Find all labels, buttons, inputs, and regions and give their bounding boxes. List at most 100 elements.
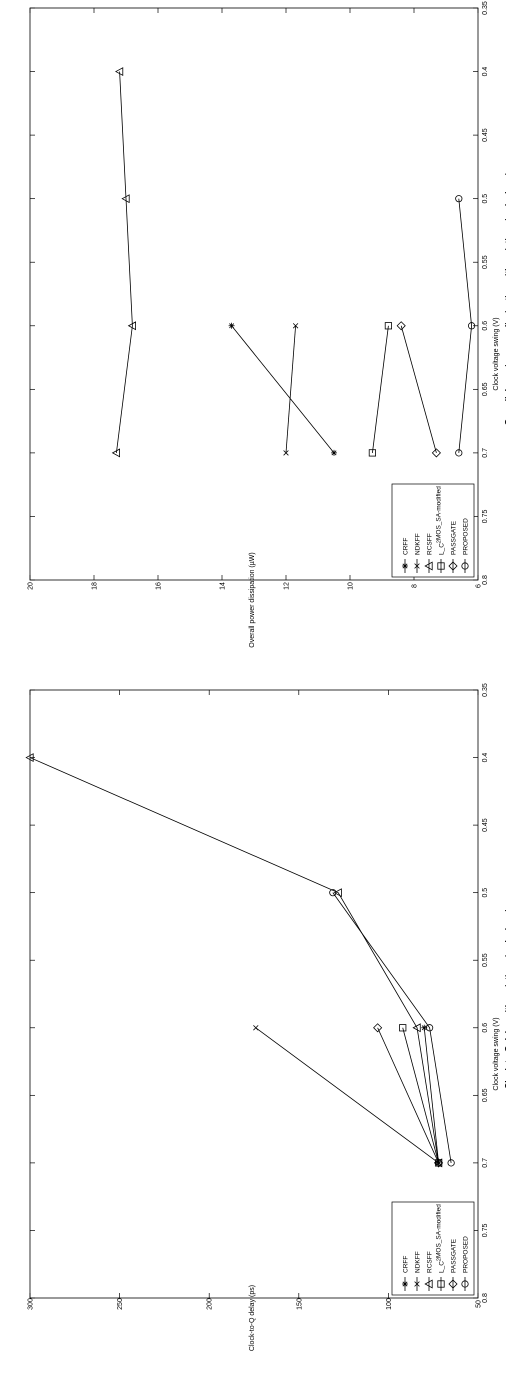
data-point-marker bbox=[111, 448, 120, 458]
legend-box bbox=[391, 483, 475, 578]
chart-title: Clock-to-Q delay with variations in cloc… bbox=[503, 899, 506, 1089]
y-tick-label: 10 bbox=[348, 582, 355, 590]
series-proposed bbox=[329, 889, 455, 1167]
series-rcsff bbox=[111, 67, 137, 458]
x-tick-label: 0.45 bbox=[482, 128, 489, 142]
y-axis-label: Overall power dissipation (µW) bbox=[249, 552, 256, 647]
series-line bbox=[29, 757, 439, 1163]
legend-item: NDKFF bbox=[414, 1251, 422, 1291]
x-tick-label: 0.55 bbox=[482, 255, 489, 269]
legend-marker bbox=[437, 1280, 445, 1288]
legend-label: RCSFF bbox=[427, 1251, 434, 1273]
x-tick-label: 0.5 bbox=[482, 194, 489, 204]
y-tick-label: 200 bbox=[207, 1298, 214, 1310]
x-tick-label: 0.75 bbox=[482, 510, 489, 524]
y-tick-label: 6 bbox=[476, 584, 483, 588]
legend-label: RCSFF bbox=[427, 533, 434, 555]
y-tick-label: 18 bbox=[92, 582, 99, 590]
x-tick-label: 0.35 bbox=[482, 683, 489, 697]
series-l-c-mos-sa-modified bbox=[368, 322, 393, 457]
legend-marker bbox=[448, 561, 458, 571]
x-tick-label: 0.4 bbox=[482, 753, 489, 763]
x-tick-label: 0.75 bbox=[482, 1224, 489, 1238]
series-passgate bbox=[396, 321, 441, 458]
series-ndkff bbox=[253, 1025, 442, 1166]
series-line bbox=[332, 892, 452, 1163]
y-tick-label: 100 bbox=[386, 1298, 393, 1310]
x-tick-label: 0.6 bbox=[482, 321, 489, 331]
x-tick-label: 0.5 bbox=[482, 888, 489, 898]
data-point-marker bbox=[396, 321, 406, 331]
legend-item: L_C2MOS_SA-modified bbox=[436, 1204, 446, 1291]
x-tick-label: 0.65 bbox=[482, 382, 489, 396]
legend-marker bbox=[437, 562, 445, 570]
y-tick-label: 20 bbox=[28, 582, 35, 590]
legend-item: CRFF bbox=[402, 538, 410, 573]
series-line bbox=[377, 1027, 439, 1164]
data-point-marker bbox=[447, 1159, 455, 1167]
x-tick-label: 0.7 bbox=[482, 1158, 489, 1168]
series-line bbox=[231, 325, 335, 454]
legend: PROPOSED PASSGATE L_C2MOS_SA-modifiedRCSFF… bbox=[391, 1201, 475, 1296]
y-tick-label: 300 bbox=[28, 1298, 35, 1310]
legend-label: CRFF bbox=[403, 538, 410, 555]
data-point-marker bbox=[292, 323, 299, 329]
x-tick-label: 0.4 bbox=[482, 67, 489, 77]
legend-item: NDKFF bbox=[414, 533, 422, 573]
legend-label: PROPOSED bbox=[463, 1236, 470, 1273]
data-point-marker bbox=[435, 1159, 442, 1166]
legend-label: NDKFF bbox=[415, 1251, 422, 1273]
data-point-marker bbox=[421, 1024, 428, 1031]
legend-label: L_C2MOS_SA-modified bbox=[436, 486, 446, 555]
legend-marker bbox=[461, 1280, 469, 1288]
legend-marker bbox=[402, 1281, 408, 1287]
data-point-marker bbox=[399, 1024, 407, 1032]
legend-marker bbox=[402, 563, 408, 569]
series-proposed bbox=[455, 195, 476, 457]
legend-item: PASSGATE bbox=[448, 520, 458, 573]
x-tick-label: 0.8 bbox=[482, 575, 489, 585]
data-point-marker bbox=[114, 67, 124, 77]
data-point-marker bbox=[331, 449, 337, 456]
legend-label: PROPOSED bbox=[463, 518, 470, 555]
series-line bbox=[285, 325, 296, 453]
legend-marker bbox=[414, 563, 420, 569]
x-tick-label: 0.6 bbox=[482, 1023, 489, 1033]
legend-item: PROPOSED bbox=[461, 518, 470, 573]
series-line bbox=[400, 325, 437, 453]
axes-frame bbox=[29, 689, 479, 1299]
x-tick-label: 0.55 bbox=[482, 953, 489, 967]
legend-label: PASSGATE bbox=[451, 520, 458, 555]
series-line bbox=[458, 198, 473, 453]
y-tick-label: 250 bbox=[117, 1298, 124, 1310]
series-passgate bbox=[373, 1023, 444, 1168]
x-tick-label: 0.45 bbox=[482, 818, 489, 832]
y-tick-label: 16 bbox=[156, 582, 163, 590]
legend-label: NDKFF bbox=[415, 533, 422, 555]
legend-item: RCSFF bbox=[424, 533, 434, 573]
x-tick-label: 0.8 bbox=[482, 1293, 489, 1303]
data-point-marker bbox=[434, 1158, 444, 1168]
data-point-marker bbox=[384, 322, 393, 330]
y-tick-label: 50 bbox=[476, 1300, 483, 1308]
data-point-marker bbox=[412, 1023, 421, 1033]
legend-label: PASSGATE bbox=[451, 1238, 458, 1273]
series-line bbox=[402, 1027, 439, 1163]
x-axis-label: Clock voltage swing (V) bbox=[493, 317, 500, 390]
series-crff bbox=[228, 322, 337, 456]
legend-item: RCSFF bbox=[424, 1251, 434, 1291]
legend-marker bbox=[461, 562, 469, 570]
power-dissipation-chart: 0.35 0.4 0.45 0.5 0.55 0.6 0.65 0.7 0.75 0.86 8 10 1… bbox=[28, 1, 506, 648]
data-point-marker bbox=[283, 450, 289, 456]
legend-item: CRFF bbox=[402, 1256, 410, 1291]
x-tick-label: 0.7 bbox=[482, 448, 489, 458]
series-line bbox=[116, 71, 133, 453]
data-point-marker bbox=[329, 889, 337, 897]
chart-title: Overall dynamic power dissipation with v… bbox=[503, 163, 506, 426]
data-point-marker bbox=[121, 194, 130, 204]
data-point-marker bbox=[431, 448, 441, 458]
series-line bbox=[255, 1027, 439, 1164]
legend-marker bbox=[424, 1279, 433, 1289]
legend-box bbox=[391, 1201, 475, 1296]
